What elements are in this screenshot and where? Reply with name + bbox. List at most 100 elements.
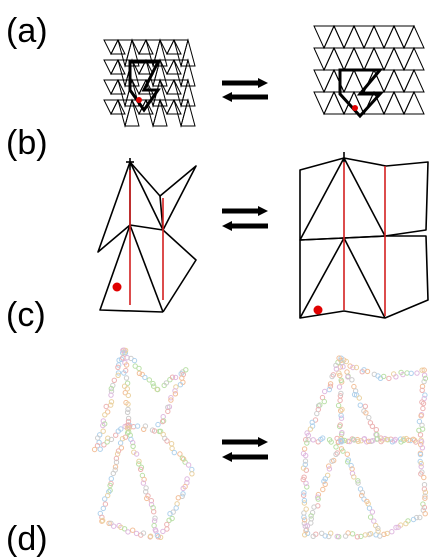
chain-bead (356, 395, 362, 401)
lattice-triangle (124, 38, 140, 67)
panel-b-label: (b) (6, 124, 48, 162)
chain-bead (155, 421, 161, 428)
chain-bead (166, 517, 172, 523)
chain-bead (419, 422, 425, 428)
chain-bead (327, 383, 334, 389)
chain-bead (97, 446, 103, 452)
chain-bead (422, 375, 429, 382)
chain-bead (341, 437, 348, 444)
chain-bead (102, 412, 108, 418)
chain-bead (340, 448, 346, 454)
chain-bead (165, 408, 171, 415)
lattice-triangle (166, 58, 182, 75)
chain-bead (358, 438, 364, 444)
lattice-triangle (363, 46, 385, 71)
panel-a-unfolded-lattice (313, 24, 425, 119)
chain-bead (408, 370, 414, 376)
chain-bead (183, 367, 189, 373)
chain-bead (115, 370, 122, 376)
chain-bead (179, 455, 186, 461)
chain-bead (118, 445, 125, 451)
chain-bead (105, 409, 111, 415)
chain-bead (420, 405, 426, 412)
chain-bead (138, 466, 144, 472)
chain-bead (125, 529, 131, 535)
chain-bead (369, 423, 376, 429)
lattice-triangle (124, 98, 140, 127)
chain-bead (175, 495, 182, 501)
chain-bead (375, 525, 381, 532)
chain-bead (124, 380, 131, 386)
panel-a-folded-marker (136, 97, 142, 103)
chain-bead (350, 364, 356, 371)
lattice-triangle (403, 90, 425, 115)
chain-bead (106, 520, 112, 526)
chain-bead (333, 362, 339, 369)
chain-bead (125, 415, 132, 422)
panel-a-label: (a) (6, 12, 48, 50)
lattice-triangle (138, 58, 154, 75)
chain-bead (130, 527, 136, 533)
chain-bead (393, 524, 399, 531)
chain-bead (375, 528, 381, 534)
lattice-triangle (333, 91, 355, 116)
chain-bead (126, 425, 132, 432)
chain-bead (374, 436, 381, 442)
chain-bead (111, 377, 118, 383)
chain-bead (308, 516, 314, 522)
lattice-triangle (353, 25, 375, 50)
chain-bead (100, 505, 107, 512)
chain-bead (151, 428, 158, 434)
chain-bead (301, 490, 307, 496)
lattice-triangle (403, 68, 425, 93)
chain-bead (418, 463, 424, 470)
chain-bead (422, 495, 428, 501)
chain-bead (136, 458, 142, 464)
chain-bead (108, 520, 114, 526)
chain-bead (422, 493, 428, 499)
chain-bead (130, 443, 136, 449)
chain-bead (136, 365, 142, 372)
chain-bead (338, 415, 345, 421)
chain-bead (351, 437, 357, 443)
chain-bead (185, 462, 192, 468)
chain-bead (329, 373, 335, 380)
chain-bead (422, 392, 428, 398)
lattice-triangle (110, 58, 126, 75)
chain-bead (337, 397, 343, 404)
chain-bead (384, 530, 390, 537)
chain-bead (301, 497, 308, 504)
chain-bead (112, 464, 119, 470)
chain-bead (154, 532, 161, 539)
chain-bead (107, 482, 113, 489)
lattice-triangle (180, 78, 196, 107)
chain-bead (160, 528, 166, 535)
chain-bead (307, 426, 314, 432)
lattice-triangle (180, 38, 196, 67)
chain-bead (321, 478, 327, 484)
chain-bead (100, 428, 106, 434)
chain-bead (366, 414, 372, 421)
chain-bead (333, 451, 339, 457)
chain-bead (344, 451, 350, 457)
chain-bead (421, 367, 427, 373)
chain-bead (315, 403, 322, 409)
chain-bead (301, 500, 308, 506)
chain-bead (403, 520, 409, 527)
chain-bead (168, 397, 174, 403)
lattice-triangle (152, 58, 168, 87)
chain-bead (326, 386, 332, 393)
chain-bead (140, 480, 147, 486)
chain-bead (310, 437, 316, 443)
chain-bead (143, 489, 149, 495)
chain-bead (303, 506, 309, 512)
chain-bead (164, 438, 170, 444)
chain-bead (124, 409, 131, 415)
chain-bead (417, 451, 424, 458)
chain-bead (94, 443, 101, 449)
chain-bead (334, 533, 340, 540)
lattice-highlight (338, 68, 384, 119)
chain-bead (353, 364, 360, 371)
chain-bead (326, 463, 332, 469)
lattice-triangle (323, 46, 345, 71)
